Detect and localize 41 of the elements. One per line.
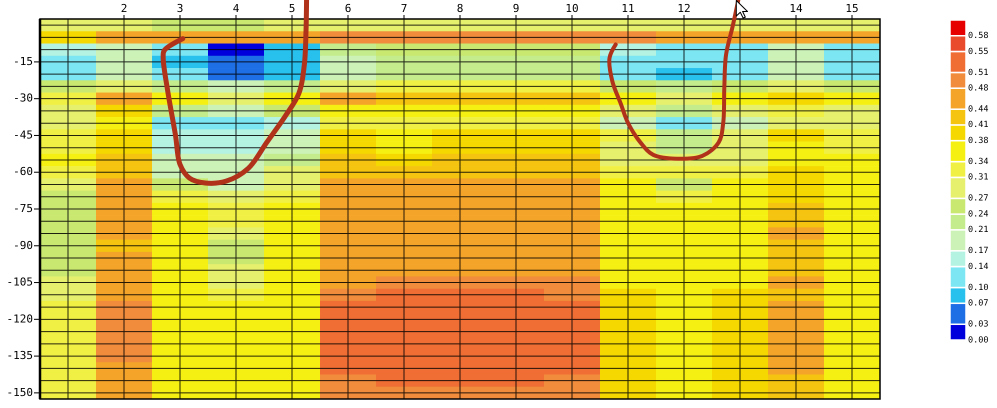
x-tick-label: 5	[288, 2, 296, 16]
y-tick-label: -75	[13, 202, 33, 216]
x-tick-label: 14	[789, 2, 803, 16]
color-bar-label: 0.48	[968, 84, 988, 94]
y-tick-label: -90	[13, 238, 33, 252]
color-bar-label: 0.58	[968, 31, 988, 42]
x-tick-label: 9	[512, 2, 520, 16]
color-bar-label: 0.00	[968, 335, 988, 346]
y-tick-label: -120	[6, 312, 33, 326]
x-tick-label: 3	[176, 2, 184, 16]
color-bar-label: 0.14	[968, 262, 988, 272]
color-bar-label: 0.27	[968, 194, 988, 204]
color-bar-label: 0.24	[968, 209, 988, 220]
color-bar-label: 0.07	[968, 298, 988, 309]
y-tick-label: -135	[6, 349, 33, 362]
y-tick-label: -105	[6, 276, 33, 289]
x-tick-label: 15	[845, 2, 859, 16]
x-tick-label: 4	[232, 2, 240, 16]
x-tick-label: 10	[565, 2, 579, 16]
x-tick-label: 2	[120, 2, 128, 16]
color-bar-label: 0.38	[968, 136, 988, 146]
color-bar-label: 0.21	[968, 225, 988, 236]
color-bar-label: 0.31	[968, 172, 988, 183]
y-tick-label: -150	[6, 386, 33, 399]
x-tick-label: 8	[456, 2, 464, 16]
color-bar-label: 0.03	[968, 320, 988, 330]
y-tick-label: -60	[13, 165, 33, 178]
color-bar-label: 0.17	[968, 246, 988, 256]
x-tick-label: 11	[621, 2, 635, 16]
color-bar-label: 0.10	[968, 282, 988, 293]
x-tick-label: 7	[400, 2, 408, 16]
y-tick-label: -30	[13, 92, 33, 105]
color-bar-label: 0.51	[968, 68, 988, 78]
color-bar-label: 0.34	[968, 156, 988, 167]
y-tick-label: -15	[13, 54, 33, 68]
color-bar-label: 0.44	[968, 104, 988, 115]
color-bar-label: 0.41	[968, 120, 988, 130]
x-tick-label: 12	[677, 2, 691, 16]
x-tick-label: 6	[344, 2, 352, 16]
color-bar-label: 0.55	[968, 46, 988, 57]
y-tick-label: -45	[13, 128, 33, 142]
